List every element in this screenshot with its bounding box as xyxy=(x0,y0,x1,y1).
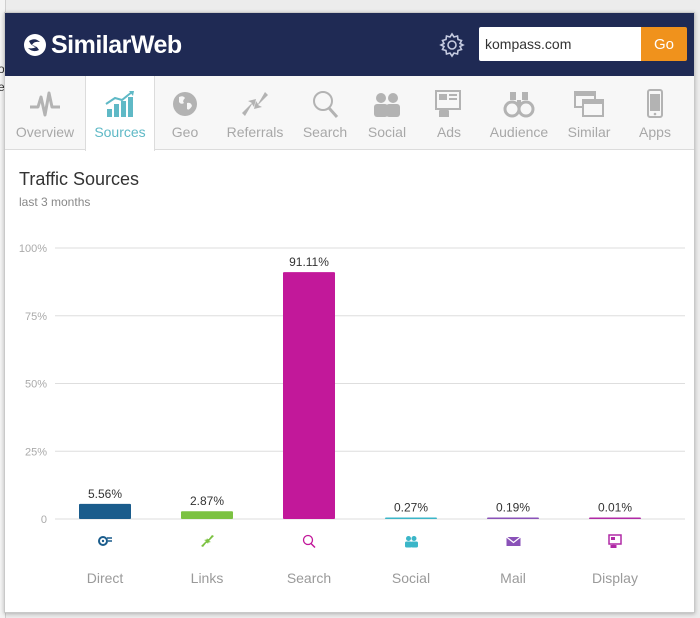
tab-search[interactable]: Search xyxy=(295,76,355,150)
go-button[interactable]: Go xyxy=(641,27,687,61)
links-icon xyxy=(201,535,214,547)
tab-similar[interactable]: Similar xyxy=(559,76,619,150)
category-label: Social xyxy=(392,570,430,586)
ads-icon xyxy=(435,90,461,117)
category-label: Links xyxy=(191,570,224,586)
data-label: 5.56% xyxy=(88,487,122,501)
data-label: 2.87% xyxy=(190,494,224,508)
tab-label: Sources xyxy=(94,124,146,140)
category-label: Direct xyxy=(87,570,124,586)
data-label: 0.19% xyxy=(496,501,530,515)
bar-chart-icon xyxy=(105,91,134,117)
y-tick-label: 75% xyxy=(25,311,47,323)
display-icon xyxy=(608,534,622,548)
category-label: Search xyxy=(287,570,331,586)
tab-label: Referrals xyxy=(226,124,284,140)
header-bar: SimilarWeb Go xyxy=(5,13,694,76)
tab-label: Search xyxy=(302,124,348,140)
search-icon xyxy=(302,534,316,549)
social-icon xyxy=(405,536,418,548)
bar-mail xyxy=(487,517,539,519)
chart-subtitle: last 3 months xyxy=(19,195,91,209)
y-tick-label: 50% xyxy=(25,379,47,391)
mail-icon xyxy=(506,536,521,546)
tab-label: Similar xyxy=(567,124,611,140)
category-label: Mail xyxy=(500,570,526,586)
binoculars-icon xyxy=(503,92,535,118)
people-icon xyxy=(374,93,400,117)
tab-sources[interactable]: Sources xyxy=(85,76,155,151)
chart-title: Traffic Sources xyxy=(19,169,140,189)
bar-direct xyxy=(79,503,131,519)
data-label: 0.01% xyxy=(598,501,632,515)
nav-tabs: Overview Sources Geo xyxy=(5,76,694,151)
tab-apps[interactable]: Apps xyxy=(619,76,691,150)
similarweb-popup: SimilarWeb Go Overview xyxy=(4,12,695,613)
tab-label: Overview xyxy=(15,124,75,140)
bar-display xyxy=(589,517,641,519)
gear-icon[interactable] xyxy=(439,32,465,58)
tab-label: Social xyxy=(367,124,407,140)
tab-label: Audience xyxy=(489,124,549,140)
similarweb-logo[interactable]: SimilarWeb xyxy=(23,30,182,60)
direct-icon xyxy=(98,536,112,546)
bar-links xyxy=(181,511,233,519)
tab-label: Ads xyxy=(436,124,462,140)
tab-social[interactable]: Social xyxy=(355,76,419,150)
category-label: Display xyxy=(592,570,638,586)
similarweb-logo-icon xyxy=(24,34,46,56)
tab-label: Apps xyxy=(639,124,671,140)
data-label: 91.11% xyxy=(289,255,329,269)
bar-search xyxy=(283,272,335,519)
phone-icon xyxy=(647,89,663,118)
tab-audience[interactable]: Audience xyxy=(479,76,559,150)
globe-icon xyxy=(173,92,197,116)
bar-social xyxy=(385,517,437,519)
data-label: 0.27% xyxy=(394,501,428,515)
arrows-icon xyxy=(242,92,268,116)
windows-icon xyxy=(574,91,604,117)
domain-search-input[interactable] xyxy=(479,27,641,61)
page-edge-char: o xyxy=(0,62,5,76)
y-tick-label: 0 xyxy=(41,514,47,526)
magnifier-icon xyxy=(313,91,339,118)
tab-label: Geo xyxy=(171,124,199,140)
traffic-sources-chart: 0 25% 50% 75% 100% 5.56% Direct 2.87% Links 91.11… xyxy=(19,243,685,586)
tab-geo[interactable]: Geo xyxy=(155,76,215,150)
y-tick-label: 25% xyxy=(25,446,47,458)
pulse-icon xyxy=(30,91,60,117)
tab-referrals[interactable]: Referrals xyxy=(215,76,295,150)
y-tick-label: 100% xyxy=(19,243,47,255)
page-edge-char: e xyxy=(0,80,5,94)
tab-overview[interactable]: Overview xyxy=(5,76,85,150)
tab-ads[interactable]: Ads xyxy=(419,76,479,150)
brand-name: SimilarWeb xyxy=(51,30,182,59)
